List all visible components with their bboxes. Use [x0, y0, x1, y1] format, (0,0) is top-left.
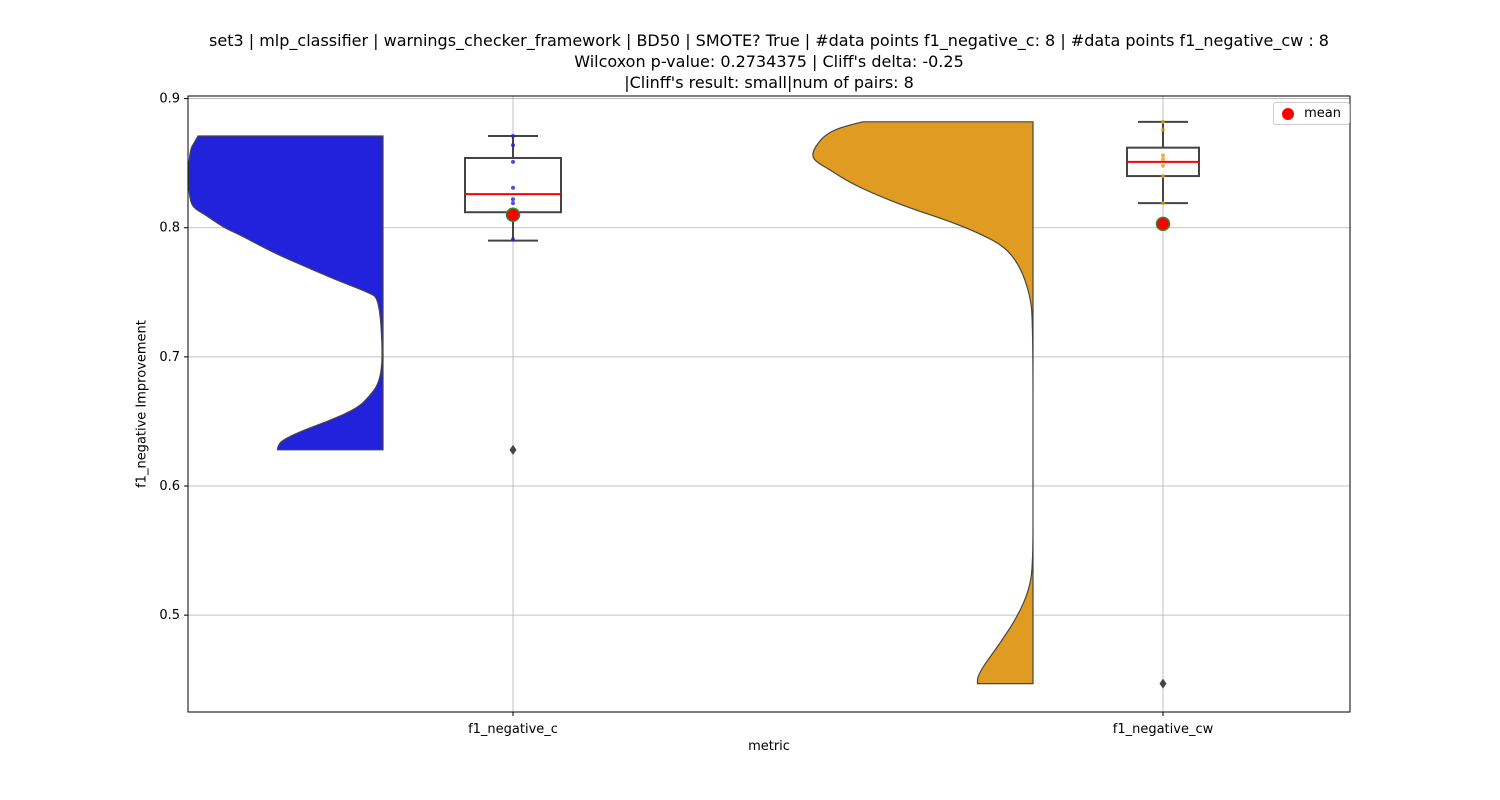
x-tick-label: f1_negative_cw: [1113, 722, 1214, 737]
data-point: [1161, 201, 1165, 206]
title-line-2: Wilcoxon p-value: 0.2734375 | Cliff's de…: [574, 52, 964, 71]
legend: mean: [1273, 102, 1350, 125]
data-point: [511, 197, 515, 202]
outlier-point: [509, 444, 517, 455]
plot-area: [188, 119, 1200, 689]
title-line-1: set3 | mlp_classifier | warnings_checker…: [209, 31, 1329, 50]
legend-mean-label: mean: [1304, 106, 1341, 121]
y-tick-label: 0.9: [159, 92, 180, 107]
plot-frame: [187, 95, 1351, 713]
outlier-point: [1159, 678, 1167, 689]
data-point: [1161, 127, 1165, 132]
data-point: [511, 159, 515, 164]
mean-marker: [505, 207, 521, 223]
chart-title: set3 | mlp_classifier | warnings_checker…: [188, 30, 1350, 93]
data-point: [511, 143, 515, 148]
violin-f1_negative_cw: [812, 121, 1034, 685]
y-tick-label: 0.5: [159, 608, 180, 623]
data-point: [1161, 153, 1165, 158]
y-tick-label: 0.6: [159, 479, 180, 494]
y-axis-label: f1_negative Improvement: [134, 320, 150, 488]
x-axis-label: metric: [748, 739, 790, 754]
data-point: [511, 201, 515, 206]
violin-f1_negative_c: [188, 135, 384, 451]
legend-mean-marker: [1282, 107, 1295, 120]
data-point: [511, 237, 515, 242]
mean-marker: [1155, 216, 1171, 232]
data-point: [511, 134, 515, 139]
data-point: [511, 185, 515, 190]
data-point: [1161, 157, 1165, 162]
y-tick-label: 0.7: [159, 350, 180, 365]
y-tick-label: 0.8: [159, 221, 180, 236]
x-tick-label: f1_negative_c: [468, 722, 558, 737]
data-point: [1161, 119, 1165, 124]
data-point: [1161, 163, 1165, 168]
title-line-3: |Clinff's result: small|num of pairs: 8: [624, 73, 914, 92]
data-point: [1161, 174, 1165, 179]
